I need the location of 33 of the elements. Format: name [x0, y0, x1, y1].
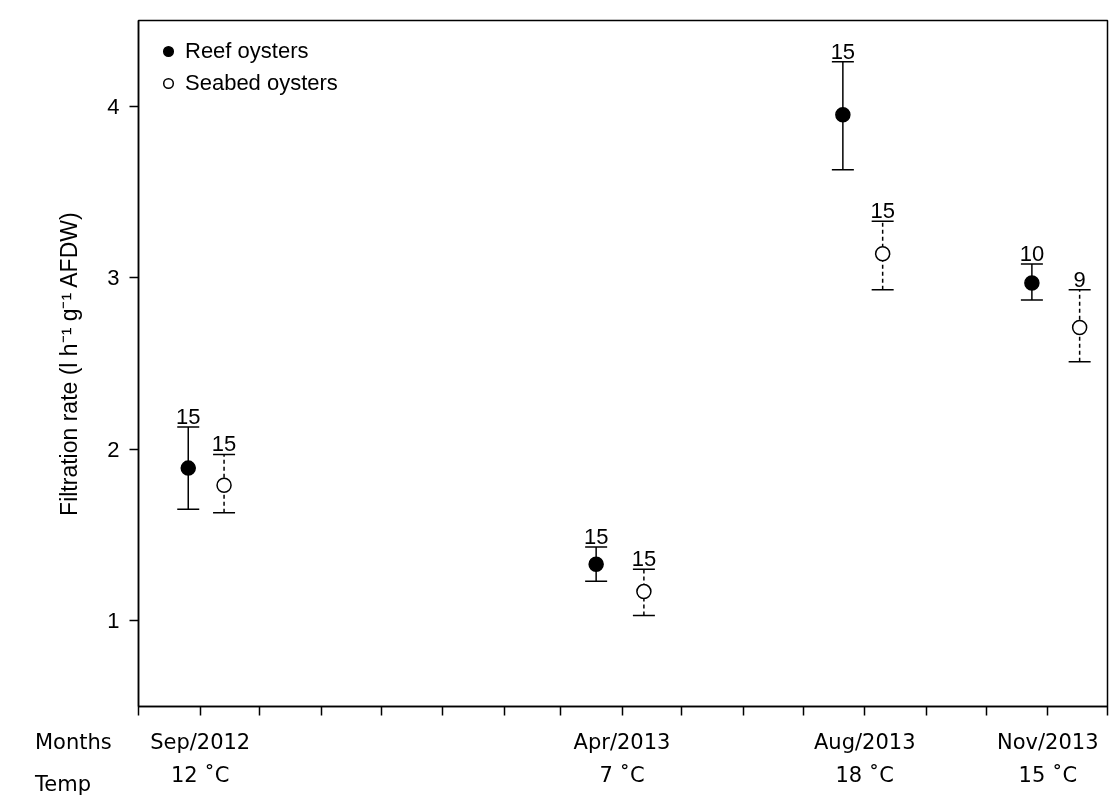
- text: 18 ˚C: [835, 762, 895, 787]
- annotation: 15: [631, 546, 657, 572]
- y-tick-label: 1: [107, 608, 120, 634]
- text: 7 ˚C: [599, 762, 645, 787]
- annotation: 9: [1073, 266, 1086, 292]
- y-tick-label: 4: [107, 93, 120, 119]
- y-tick-label: 2: [107, 436, 120, 462]
- legend-label: Seabed oysters: [185, 70, 338, 96]
- y-tick-label: 3: [107, 265, 120, 291]
- point: [180, 460, 196, 476]
- annotation: 15: [176, 403, 201, 429]
- annotation: 15: [870, 198, 895, 224]
- annotation: 15: [583, 524, 609, 550]
- text: 12 ˚C: [170, 762, 230, 787]
- point: [1024, 275, 1040, 291]
- x-tick-label: Apr/2013: [573, 729, 671, 754]
- x-tick-label: Nov/2013: [997, 729, 1099, 754]
- text: 15 ˚C: [1018, 762, 1078, 787]
- legend-label: Reef oysters: [185, 38, 309, 64]
- point: [1071, 319, 1088, 336]
- x-tick-label: Aug/2013: [813, 729, 916, 754]
- annotation: 15: [211, 431, 237, 457]
- text: Months: [35, 729, 112, 756]
- annotation: 15: [830, 38, 856, 64]
- text: Temp: [35, 771, 92, 798]
- point: [835, 107, 851, 123]
- point: [588, 556, 604, 572]
- point: [636, 583, 652, 600]
- point: [216, 477, 232, 493]
- annotation: 10: [1019, 241, 1045, 267]
- point: [874, 246, 891, 262]
- x-tick-label: Sep/2012: [150, 729, 251, 754]
- y-axis-title: Filtration rate (l h⁻¹ g⁻¹ AFDW): [56, 212, 83, 516]
